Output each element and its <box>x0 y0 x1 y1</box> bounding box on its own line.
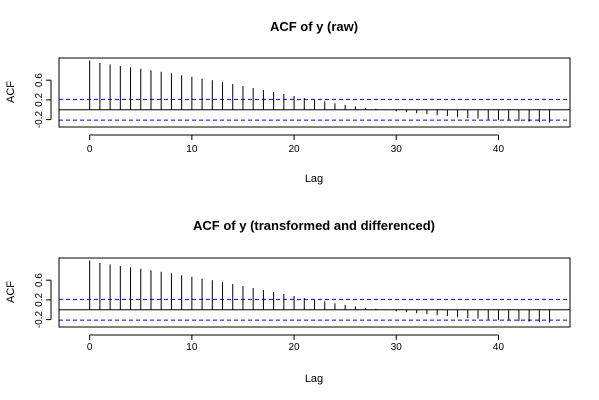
chart-title: ACF of y (transformed and differenced) <box>193 218 435 233</box>
confidence-bounds <box>59 98 570 121</box>
y-tick-label: 0.6 <box>34 73 45 87</box>
y-tick-label: 0.6 <box>34 273 45 287</box>
x-tick-label: 40 <box>493 342 505 353</box>
x-axis-label: Lag <box>305 373 323 385</box>
acf-bars <box>89 60 551 123</box>
x-tick-label: 20 <box>288 144 300 155</box>
x-tick-label: 10 <box>186 144 198 155</box>
x-tick-label: 30 <box>391 144 403 155</box>
x-tick-label: 10 <box>186 342 198 353</box>
acf-panel-raw: ACF of y (raw) 0 10 20 30 40 -0.20.20.6 Lag … <box>5 19 571 185</box>
confidence-bounds <box>59 298 570 321</box>
y-tick-label: 0.2 <box>34 293 45 307</box>
x-axis-label: Lag <box>305 173 323 185</box>
x-tick-label: 20 <box>288 342 300 353</box>
y-tick-label: 0.2 <box>34 93 45 107</box>
x-axis: 0 10 20 30 40 <box>87 134 505 155</box>
x-tick-label: 30 <box>391 342 403 353</box>
acf-panel-transformed: ACF of y (transformed and differenced) 0… <box>5 218 571 385</box>
chart-title: ACF of y (raw) <box>270 19 358 34</box>
y-axis: -0.2 0.2 0.6 <box>34 73 52 129</box>
y-axis-label: ACF <box>5 281 17 303</box>
x-tick-label: 0 <box>87 144 93 155</box>
y-axis: -0.2 0.2 0.6 <box>34 273 52 329</box>
y-tick-label: -0.2 <box>34 311 45 329</box>
x-axis: 0 10 20 30 40 <box>87 334 505 353</box>
acf-bars <box>89 260 551 323</box>
y-axis-label: ACF <box>5 81 17 103</box>
plot-frame <box>58 57 571 128</box>
x-tick-label: 40 <box>493 144 505 155</box>
y-tick-label: -0.2 <box>34 111 45 129</box>
plot-frame <box>58 257 571 328</box>
x-tick-label: 0 <box>87 342 93 353</box>
